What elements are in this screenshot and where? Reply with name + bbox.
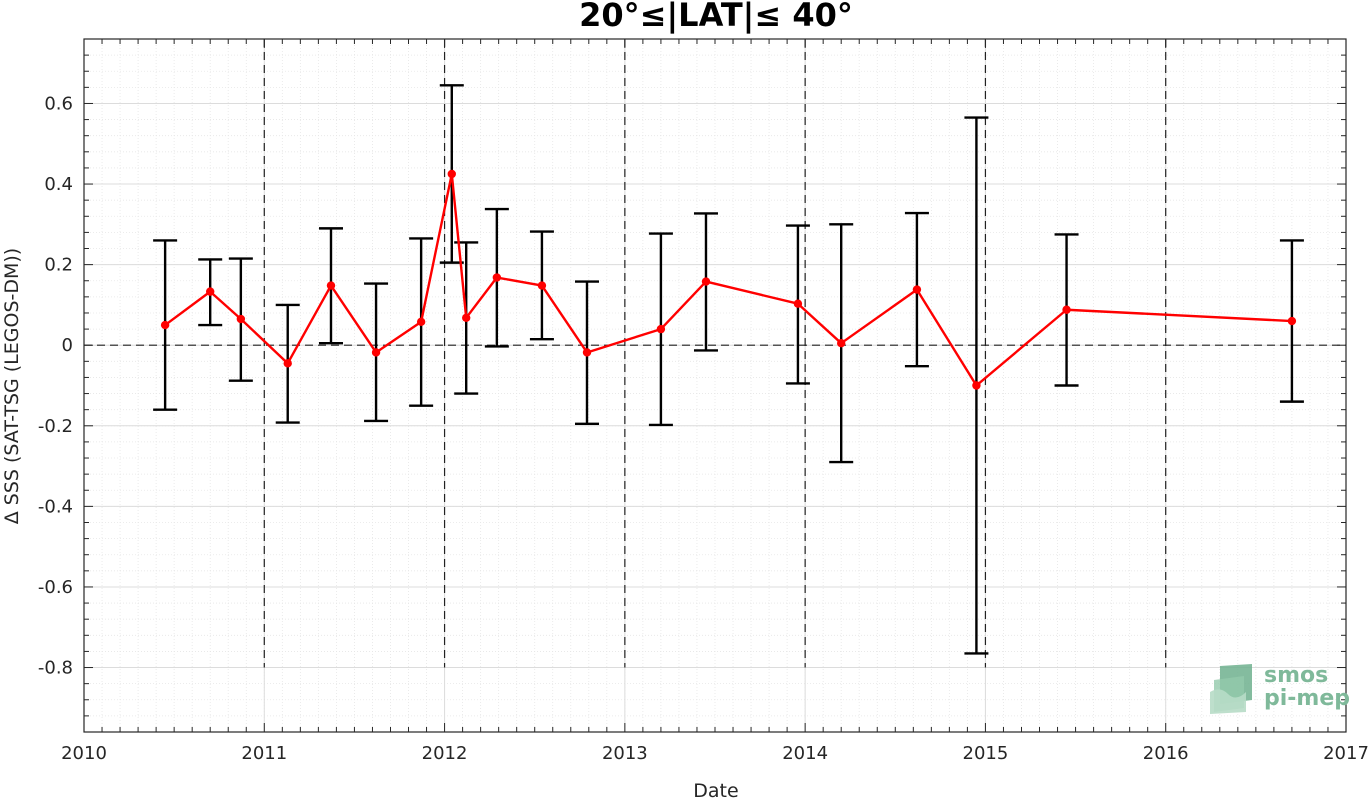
x-tick-labels: 2010 2011 2012 2013 2014 2015 2016 2017 [61,743,1369,764]
x-tick-label: 2010 [61,743,107,764]
y-tick-label: -0.8 [38,658,73,679]
data-point [416,317,426,327]
data-point [912,285,922,294]
x-tick-label: 2016 [1143,743,1189,764]
logo-text-pimep: pi-mep [1264,686,1350,711]
data-point [326,281,336,290]
x-tick-label: 2011 [241,743,287,764]
data-point [701,277,711,286]
data-point [206,287,215,296]
y-tick-label: 0.6 [44,93,73,114]
data-point [837,338,846,348]
plot-frame [83,38,1347,733]
axis-ticks [83,38,1347,733]
data-point [283,359,292,368]
data-point [462,313,471,323]
data-point [492,273,502,282]
chart-title: 20°≤|LAT|≤ 40° [579,0,853,35]
data-point [537,281,547,290]
data-point [793,299,803,308]
y-tick-label: -0.6 [38,577,73,598]
data-point [236,314,246,324]
data-point [371,348,381,357]
logo-mark-icon [1210,664,1252,714]
x-tick-label: 2015 [963,743,1009,764]
series-markers [160,169,1297,390]
y-axis-label: Δ SSS (SAT-TSG (LEGOS-DM)) [1,248,23,524]
x-tick-label: 2013 [602,743,648,764]
data-point [582,348,592,357]
data-point [160,320,170,330]
data-point [1287,316,1297,326]
error-bars [153,84,1304,655]
minor-grid [83,38,1347,733]
y-tick-label: 0.2 [44,255,73,276]
smos-pimep-logo: smos pi-mep [1210,663,1350,714]
series-line [164,172,1292,387]
y-tick-label: -0.4 [38,496,73,517]
data-point [656,324,666,334]
x-tick-label: 2017 [1323,743,1369,764]
y-tick-label: 0.4 [44,174,73,195]
y-tick-label: -0.2 [38,416,73,437]
major-grid [83,39,1347,732]
data-point [447,169,456,179]
data-point [1062,305,1071,314]
axes-frame [83,38,1347,733]
data-point [972,381,981,390]
x-tick-label: 2012 [422,743,468,764]
logo-text-smos: smos [1264,663,1328,688]
y-tick-labels: -0.8 -0.6 -0.4 -0.2 0 0.2 0.4 0.6 [38,93,73,678]
y-tick-label: 0 [62,335,73,356]
x-axis-label: Date [693,780,738,799]
series-polyline [164,172,1292,387]
x-tick-label: 2014 [782,743,828,764]
reference-lines [84,39,1346,668]
